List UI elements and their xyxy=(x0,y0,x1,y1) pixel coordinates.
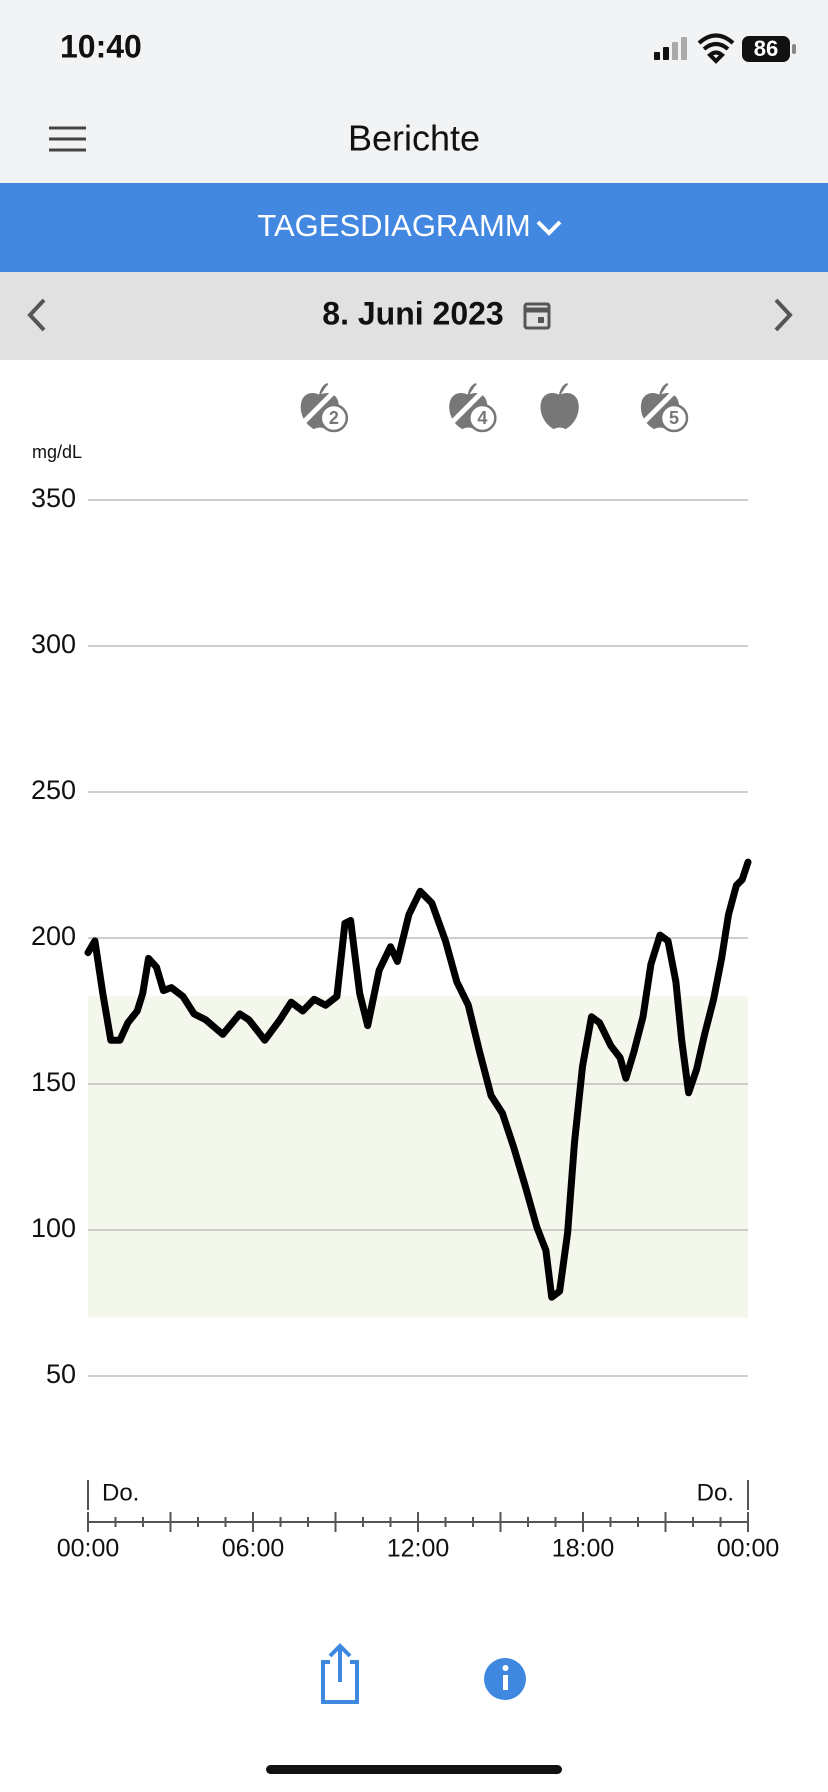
glucose-line xyxy=(84,858,752,1301)
meal-event: 4 xyxy=(446,383,497,433)
target-range xyxy=(88,996,748,1318)
top-bar xyxy=(0,0,828,183)
report-selector-label[interactable]: TAGESDIAGRAMM xyxy=(257,208,530,243)
battery-level: 86 xyxy=(754,36,778,61)
battery-icon xyxy=(742,36,790,62)
y-tick-label: 100 xyxy=(31,1213,76,1243)
event-badge xyxy=(319,403,349,433)
next-day-button[interactable] xyxy=(774,298,793,332)
meal-event xyxy=(540,383,579,430)
status-time: 10:40 xyxy=(60,28,142,64)
y-tick-label: 150 xyxy=(31,1067,76,1097)
x-tick-label: 00:00 xyxy=(717,1535,780,1563)
glucose-chart: 50 100 150 200 250 300 350 00:00 06:00 12:00 18:00… xyxy=(31,383,780,1563)
share-button[interactable] xyxy=(321,1643,359,1704)
dropdown-chevron xyxy=(536,220,562,236)
meal-event: 2 xyxy=(298,383,349,433)
event-label: 5 xyxy=(669,408,679,428)
event-badge xyxy=(659,403,689,433)
date-bar xyxy=(0,272,828,360)
battery-tip xyxy=(792,44,796,54)
meal-event: 5 xyxy=(638,383,689,433)
event-label: 4 xyxy=(477,408,487,428)
strike-icon xyxy=(298,390,336,428)
y-tick-label: 50 xyxy=(46,1359,76,1389)
calendar-button[interactable] xyxy=(523,302,551,330)
header-title: Berichte xyxy=(348,118,480,159)
y-tick-label: 250 xyxy=(31,775,76,805)
x-tick-label: 06:00 xyxy=(222,1535,285,1563)
event-badge xyxy=(468,403,497,433)
y-axis-unit: mg/dL xyxy=(32,442,82,462)
previous-day-button[interactable] xyxy=(27,298,46,332)
y-tick-label: 200 xyxy=(31,921,76,951)
y-tick-label: 300 xyxy=(31,629,76,659)
x-tick-label: 18:00 xyxy=(552,1535,615,1563)
day-label: Do. xyxy=(102,1479,139,1506)
y-tick-label: 350 xyxy=(31,483,76,513)
info-glyph xyxy=(503,1675,508,1690)
home-indicator xyxy=(266,1765,562,1774)
x-tick-label: 12:00 xyxy=(387,1535,450,1563)
signal-icon xyxy=(654,37,687,60)
day-label: Do. xyxy=(697,1479,734,1506)
info-dot xyxy=(502,1665,509,1671)
apple-icon xyxy=(540,383,579,430)
strike-icon xyxy=(446,390,485,428)
event-label: 2 xyxy=(329,408,339,428)
report-selector[interactable] xyxy=(0,183,828,272)
wifi-icon xyxy=(697,33,735,64)
date-label: 8. Juni 2023 xyxy=(322,295,503,331)
menu-button[interactable] xyxy=(49,126,86,152)
strike-icon xyxy=(638,390,676,428)
x-tick-label: 00:00 xyxy=(57,1535,120,1563)
